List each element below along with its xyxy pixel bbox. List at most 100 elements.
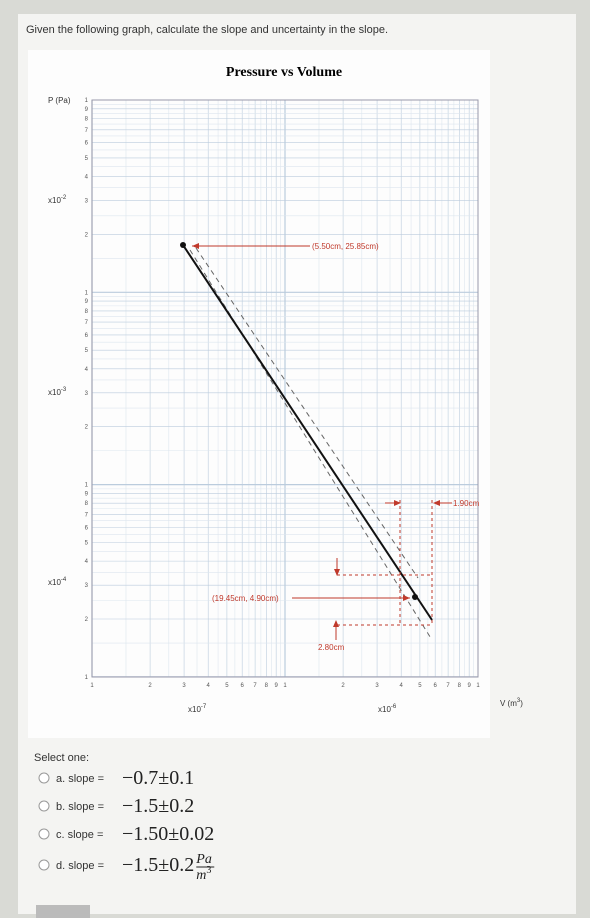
multiplier-exp: -3 [61,387,67,393]
x-label-text: V (m [500,699,517,708]
y-tick-label: 1 [85,483,89,489]
y-tick-label: 1 [85,675,89,681]
x-tick-label: 7 [446,683,450,689]
y-tick-label: 2 [85,617,89,623]
multiplier-base: x10 [188,705,201,714]
y-tick-label: 5 [85,348,89,354]
x-tick-label: 1 [90,683,94,689]
y-tick-label: 1 [85,290,89,296]
x-tick-label: 8 [265,683,269,689]
y-tick-label: 2 [85,232,89,238]
option-label: b. slope = [56,801,104,813]
x-tick-label: 1 [476,683,480,689]
multiplier: x10-7 [188,704,207,714]
x-tick-label: 4 [400,683,404,689]
option-label: d. slope = [56,860,104,872]
point [180,242,186,248]
y-label: P (Pa) [48,96,71,105]
x-tick-label: 3 [375,683,379,689]
multiplier: x10-4 [48,577,67,587]
graph-title: Pressure vs Volume [226,65,342,80]
x-label: V (m3) [500,698,523,708]
y-tick-label: 4 [85,559,89,565]
y-tick-label: 3 [85,583,89,589]
y-tick-label: 7 [85,128,89,134]
grid [91,99,479,678]
multiplier-exp: -7 [201,704,207,710]
options: a. slope = −0.7±0.1 b. slope = −1.5±0.2 c. s… [38,767,215,883]
y-tick-label: 5 [85,156,89,162]
x-label-exp: 3 [517,698,521,704]
arrow-head [333,620,339,627]
multiplier: x10-6 [378,704,397,714]
multiplier-exp: -4 [61,577,67,583]
x-tick-label: 6 [241,683,245,689]
y-tick-label: 7 [85,512,89,518]
multiplier-exp: -2 [61,195,67,201]
y-tick-label: 4 [85,175,89,181]
check-button[interactable] [36,905,90,918]
x-tick-label: 9 [274,683,278,689]
radio[interactable] [38,859,50,871]
x-tick-label: 5 [418,683,422,689]
fit-lines [180,242,452,641]
y-tick-label: 5 [85,540,89,546]
dashed-line [195,247,419,579]
y-tick-label: 6 [85,525,89,531]
y-tick-label: 7 [85,320,89,326]
multiplier-base: x10 [48,578,61,587]
y-tick-label: 4 [85,367,89,373]
option-math: −0.7±0.1 [122,767,194,789]
y-tick-label: 6 [85,141,89,147]
annotation: (5.50cm, 25.85cm) [312,242,379,251]
x-tick-label: 2 [148,683,152,689]
graph-panel [28,50,490,738]
y-tick-label: 3 [85,391,89,397]
x-label-close: ) [520,699,523,708]
option-label: c. slope = [56,829,103,841]
radio[interactable] [38,828,50,840]
unit-den-exp: 3 [206,865,211,876]
plot-frame [91,99,479,678]
point [412,594,418,600]
multiplier-base: x10 [48,388,61,397]
x-tick-label: 7 [253,683,257,689]
option-math: −1.50±0.02 [122,823,214,845]
option-label: a. slope = [56,773,104,785]
y-tick-label: 2 [85,425,89,431]
annotation: 2.80cm [318,643,345,652]
arrow-head [403,595,410,601]
multiplier-base: x10 [378,705,391,714]
question: Given the following graph, calculate the… [26,24,388,36]
y-tick-label: 8 [85,309,89,315]
x-tick-label: 5 [225,683,229,689]
annotation: (19.45cm, 4.90cm) [212,594,279,603]
y-tick-label: 8 [85,501,89,507]
y-tick-label: 1 [85,98,89,104]
x-tick-label: 3 [182,683,186,689]
arrow-head [334,569,340,576]
best-fit-line [182,244,433,621]
y-tick-label: 9 [85,491,89,497]
x-tick-label: 2 [341,683,345,689]
annotation: 1.90cm [453,499,480,508]
arrow-head [192,243,199,249]
radio[interactable] [38,800,50,812]
y-tick-label: 6 [85,333,89,339]
unit-den-base: m [196,868,206,883]
x-tick-label: 4 [207,683,211,689]
x-tick-label: 9 [467,683,471,689]
multiplier: x10-3 [48,387,67,397]
multiplier: x10-2 [48,195,67,205]
y-tick-label: 9 [85,107,89,113]
option-math: −1.5±0.2 [122,854,194,876]
x-tick-label: 6 [434,683,438,689]
unit-den: m3 [196,865,211,883]
y-tick-label: 8 [85,117,89,123]
unit-num: Pa [195,852,212,867]
x-tick-label: 8 [458,683,462,689]
radio[interactable] [38,772,50,784]
multiplier-base: x10 [48,196,61,205]
arrow-head [433,500,440,506]
